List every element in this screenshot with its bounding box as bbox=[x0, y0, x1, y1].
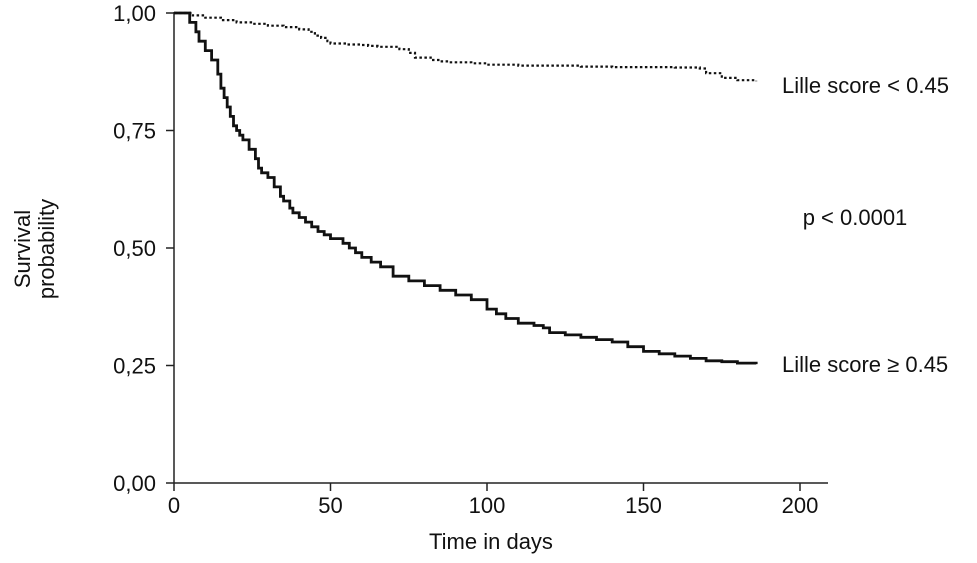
y-tick-label: 0,25 bbox=[113, 354, 156, 379]
y-tick-label: 0,00 bbox=[113, 471, 156, 496]
x-tick-label: 150 bbox=[625, 493, 662, 518]
y-tick-label: 1,00 bbox=[113, 1, 156, 26]
x-tick-label: 200 bbox=[782, 493, 819, 518]
series-curve-high-score bbox=[174, 11, 758, 365]
x-tick-label: 50 bbox=[318, 493, 342, 518]
y-tick-label: 0,50 bbox=[113, 236, 156, 261]
y-tick-label: 0,75 bbox=[113, 119, 156, 144]
y-axis-title-line2: probability bbox=[34, 199, 59, 299]
labels-layer: Time in days Survival probability p < 0.… bbox=[10, 73, 949, 554]
series-layer bbox=[174, 11, 758, 365]
x-tick-label: 100 bbox=[469, 493, 506, 518]
axes-layer: 0,00 0,25 0,50 0,75 1,00 0 50 100 150 200 bbox=[113, 1, 828, 518]
p-value-label: p < 0.0001 bbox=[803, 205, 908, 230]
series-label-high-score: Lille score ≥ 0.45 bbox=[782, 352, 948, 377]
series-curve-low-score bbox=[174, 11, 758, 82]
x-tick-label: 0 bbox=[168, 493, 180, 518]
series-label-low-score: Lille score < 0.45 bbox=[782, 73, 949, 98]
y-axis-title-line1: Survival bbox=[10, 210, 35, 288]
x-axis-title: Time in days bbox=[429, 529, 553, 554]
